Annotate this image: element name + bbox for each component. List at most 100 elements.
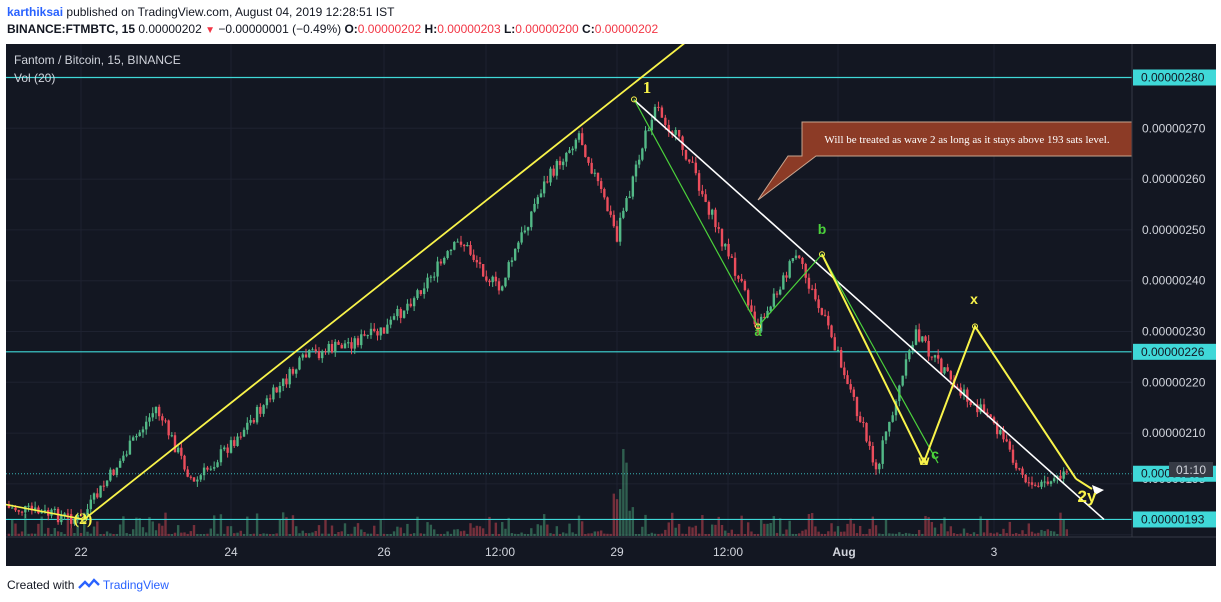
candle-body [881, 440, 884, 464]
volume-bar [76, 525, 79, 536]
volume-bar [517, 534, 520, 536]
volume-bar [446, 531, 449, 536]
volume-bar [814, 526, 817, 536]
candle-body [677, 129, 681, 137]
volume-bar [439, 533, 443, 536]
candle-body [520, 232, 523, 243]
candle-body [740, 278, 743, 282]
volume-bar [131, 529, 135, 536]
tradingview-brand[interactable]: TradingView [102, 578, 169, 592]
candle-body [446, 251, 449, 258]
candle-body [1059, 475, 1062, 479]
candle-body [513, 248, 517, 261]
volume-bar [1021, 530, 1024, 536]
volume-bar [766, 523, 769, 536]
volume-bar [788, 520, 791, 536]
candle-body [202, 467, 206, 476]
candle-body [574, 139, 578, 149]
volume-bar [1014, 532, 1018, 536]
candle-body [1049, 481, 1053, 484]
trendline-lead [6, 503, 85, 521]
volume-bar [327, 533, 330, 536]
time-axis[interactable]: 22 24 26 12:00 29 12:00 Aug 3 [74, 545, 997, 559]
candle-body [485, 276, 488, 281]
volume-bar [1011, 533, 1015, 536]
time-tick: 26 [377, 545, 391, 559]
price-axis[interactable]: 0.00000270 0.00000260 0.00000250 0.00000240… [1133, 69, 1216, 529]
candle-body [278, 385, 282, 393]
candle-body [199, 475, 202, 480]
candle-body [986, 412, 989, 415]
volume-bar [186, 533, 189, 536]
price-chart[interactable]: 1 (2) a b cw x 2y Will be treated as wave 2 as… [6, 44, 1216, 566]
volume-bar [1040, 529, 1043, 536]
candle-body [396, 309, 399, 317]
volume-bar [265, 533, 269, 536]
candle-body [145, 421, 148, 430]
volume-bar [128, 533, 132, 536]
candle-body [376, 331, 379, 336]
volume-bar [865, 533, 868, 536]
candle-body [517, 242, 520, 249]
volume-bar [878, 533, 881, 536]
volume-bar [73, 532, 76, 536]
candle-body [549, 168, 552, 183]
wave-label: b [818, 221, 827, 237]
volume-bar [924, 515, 927, 536]
candle-body [275, 387, 278, 393]
volume-bar [353, 526, 356, 536]
volume-bar [874, 525, 878, 536]
volume-bar [520, 532, 523, 536]
candle-body [823, 314, 827, 316]
volume-bar [949, 526, 953, 536]
volume-bar [488, 516, 491, 536]
candle-body [295, 369, 298, 374]
volume-bar [720, 524, 724, 536]
candle-body [901, 375, 904, 386]
candle-body [491, 276, 494, 283]
volume-bar [644, 514, 647, 536]
volume-bar [956, 533, 959, 536]
volume-bar [933, 527, 937, 536]
volume-bar [733, 533, 737, 536]
author-name[interactable]: karthiksai [7, 5, 64, 19]
candle-body [102, 485, 106, 487]
drawings[interactable] [6, 44, 1105, 523]
volume-bar [593, 531, 597, 536]
candle-body [242, 429, 246, 437]
candle-body [20, 511, 24, 513]
trendline-support [83, 44, 685, 521]
volume-bar [219, 514, 223, 536]
candle-body [298, 357, 301, 370]
candle-body [141, 429, 145, 433]
candle-body [291, 368, 295, 374]
candle-body [183, 455, 186, 470]
volume-bar [321, 533, 324, 536]
candle-body [7, 504, 11, 508]
candle-body [599, 181, 603, 190]
volume-bar [288, 533, 291, 536]
volume-bar [622, 449, 625, 536]
candle-body [92, 493, 96, 500]
volume-bar [96, 521, 99, 536]
candle-body [412, 298, 416, 307]
volume-bar [43, 533, 47, 536]
candle-body [878, 463, 881, 470]
volume-bar [671, 512, 674, 536]
volume-bar [20, 531, 24, 536]
candle-body [157, 406, 161, 417]
candle-body [422, 288, 426, 295]
volume-bar [389, 533, 392, 536]
volume-bar [436, 533, 439, 536]
volume-bar [917, 529, 921, 536]
candle-body [720, 228, 724, 247]
candle-body [99, 485, 102, 498]
volume-bar [650, 532, 654, 536]
candle-body [660, 107, 664, 118]
volume-bar [176, 525, 180, 536]
candle-body [43, 510, 47, 512]
volume-bar [183, 532, 186, 536]
volume-bar [587, 533, 590, 536]
candle-body [301, 354, 304, 358]
symbol-label: BINANCE:FTMBTC, 15 [7, 22, 135, 36]
